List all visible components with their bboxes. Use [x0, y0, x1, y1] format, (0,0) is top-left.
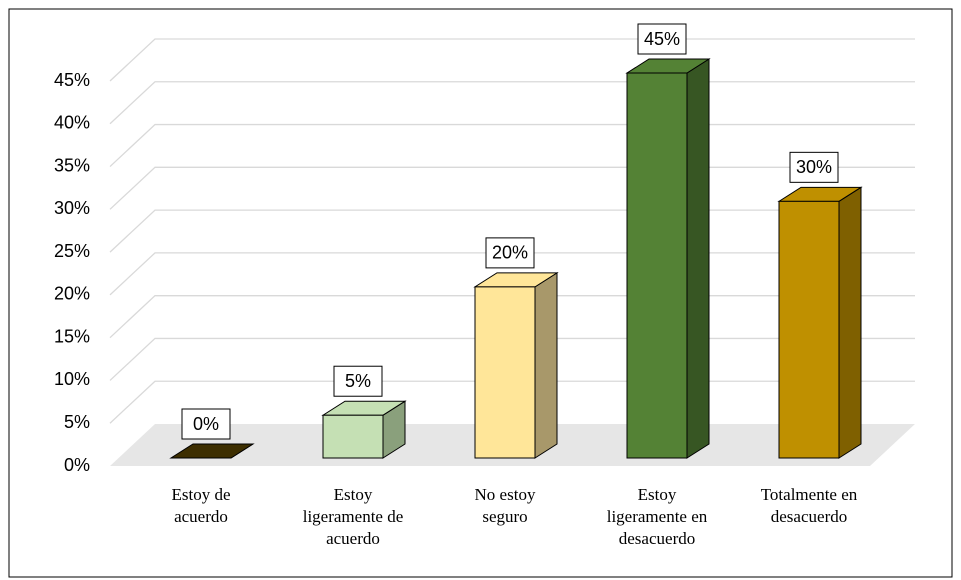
bar: [473, 271, 559, 459]
y-tick-label: 45%: [54, 70, 90, 90]
x-tick-label: Estoy ligeramente de acuerdo: [302, 485, 404, 548]
bar: [169, 443, 255, 459]
bar-front: [778, 200, 840, 459]
grid-line: [109, 38, 915, 82]
x-tick-label: Estoy de acuerdo: [171, 485, 231, 526]
grid-line: [109, 81, 915, 125]
y-tick-label: 30%: [54, 198, 90, 218]
data-label-box: [333, 365, 383, 397]
data-label: 0%: [193, 414, 219, 434]
bar-side: [838, 186, 862, 459]
bar: [625, 58, 711, 459]
bar: [777, 186, 863, 459]
x-tick-label: Totalmente en desacuerdo: [760, 485, 858, 526]
data-label-box: [637, 23, 687, 55]
data-label: 5%: [345, 371, 371, 391]
data-label-box: [181, 408, 231, 440]
data-label-box: [789, 151, 839, 183]
data-label-box: [485, 237, 535, 269]
bar-side: [534, 271, 558, 459]
data-label: 45%: [644, 29, 680, 49]
bar: [321, 400, 407, 459]
y-tick-label: 35%: [54, 155, 90, 175]
x-tick-label: Estoy ligeramente en desacuerdo: [606, 485, 708, 548]
y-tick-label: 40%: [54, 113, 90, 133]
bar-top: [169, 443, 255, 459]
bar-front: [322, 414, 384, 459]
y-tick-label: 25%: [54, 241, 90, 261]
chart-border: [8, 8, 953, 578]
y-tick-label: 5%: [64, 412, 90, 432]
bar-front: [474, 286, 536, 459]
x-tick-label: No estoy seguro: [474, 485, 536, 526]
y-tick-label: 20%: [54, 284, 90, 304]
y-tick-label: 0%: [64, 455, 90, 475]
y-tick-label: 10%: [54, 369, 90, 389]
bar-side: [686, 58, 710, 459]
bar-front: [626, 72, 688, 459]
y-tick-label: 15%: [54, 326, 90, 346]
data-label: 20%: [492, 243, 528, 263]
data-label: 30%: [796, 157, 832, 177]
